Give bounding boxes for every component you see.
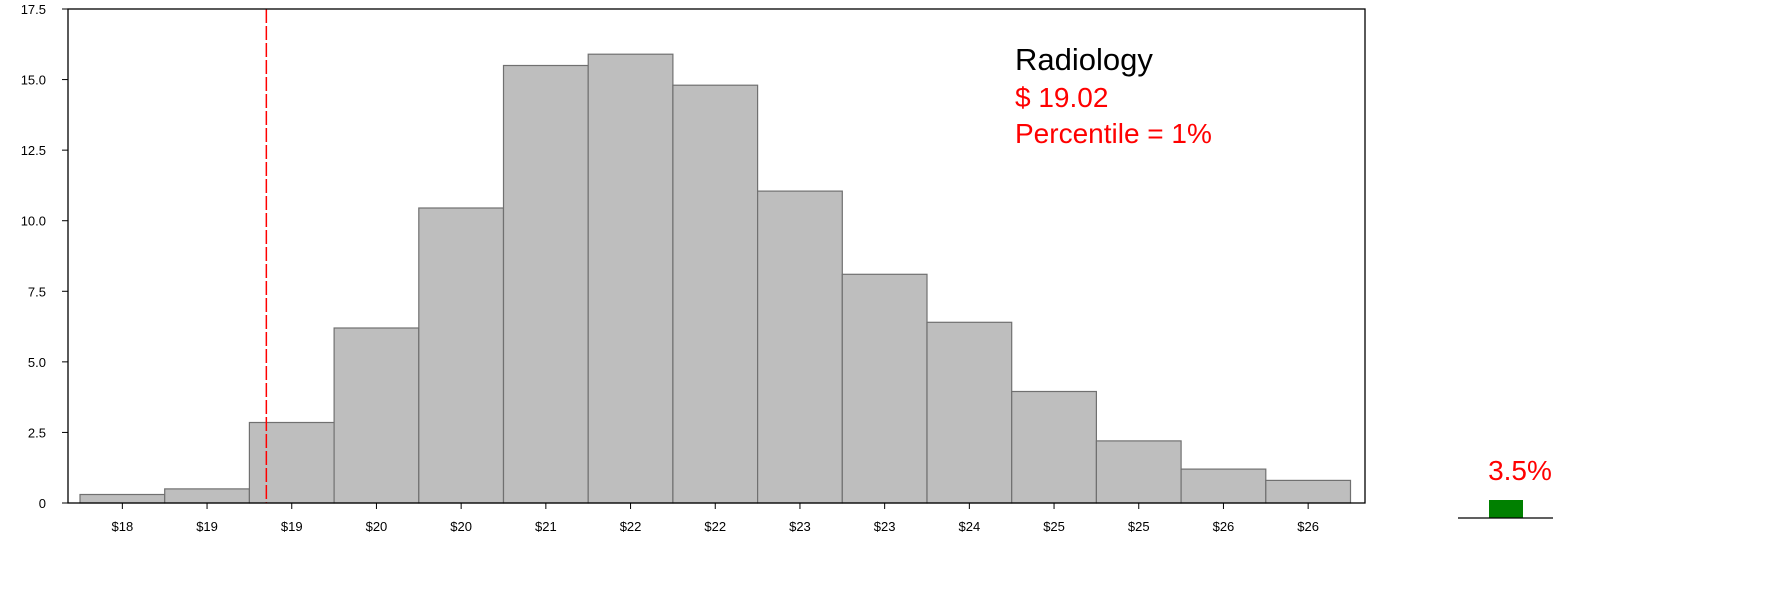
x-tick-label: $22 bbox=[704, 519, 726, 534]
x-tick-label: $19 bbox=[196, 519, 218, 534]
x-tick-label: $26 bbox=[1213, 519, 1235, 534]
y-tick-label: 17.5 bbox=[21, 2, 46, 17]
histogram-bar bbox=[418, 207, 505, 504]
histogram-bar bbox=[1180, 468, 1267, 504]
histogram-bar bbox=[164, 488, 250, 504]
histogram-bar bbox=[502, 64, 589, 504]
annotation-percentile: Percentile = 1% bbox=[1015, 118, 1212, 149]
histogram-bar bbox=[1265, 479, 1352, 504]
annotation-title: Radiology bbox=[1015, 42, 1153, 77]
side-indicator: 3.5% bbox=[1458, 455, 1553, 519]
histogram-bar bbox=[248, 421, 335, 504]
y-tick-label: 2.5 bbox=[28, 425, 46, 440]
histogram-bar bbox=[756, 190, 843, 504]
y-tick-label: 5.0 bbox=[28, 355, 46, 370]
histogram-bar bbox=[333, 327, 420, 504]
x-tick-label: $24 bbox=[958, 519, 980, 534]
y-tick-label: 15.0 bbox=[21, 73, 46, 88]
y-tick-label: 12.5 bbox=[21, 143, 46, 158]
histogram-bar bbox=[587, 53, 674, 504]
x-tick-label: $23 bbox=[874, 519, 896, 534]
x-tick-label: $21 bbox=[535, 519, 557, 534]
y-tick-label: 10.0 bbox=[21, 214, 46, 229]
histogram-bar bbox=[841, 273, 928, 504]
x-tick-label: $19 bbox=[281, 519, 303, 534]
y-tick-label: 0 bbox=[39, 496, 46, 511]
bars-group bbox=[79, 53, 1352, 504]
histogram-bar bbox=[1011, 390, 1098, 504]
histogram-bar bbox=[79, 493, 166, 504]
x-tick-label: $25 bbox=[1128, 519, 1150, 534]
x-tick-label: $25 bbox=[1043, 519, 1065, 534]
x-tick-label: $18 bbox=[111, 519, 133, 534]
x-tick-label: $20 bbox=[450, 519, 472, 534]
x-tick-label: $20 bbox=[366, 519, 388, 534]
x-tick-label: $23 bbox=[789, 519, 811, 534]
histogram-bar bbox=[1095, 440, 1182, 504]
annotation-value: $ 19.02 bbox=[1015, 82, 1108, 113]
histogram-bar bbox=[672, 84, 759, 504]
plot-frame bbox=[67, 8, 1366, 504]
side-indicator-bar bbox=[1489, 500, 1523, 518]
x-tick-label: $26 bbox=[1297, 519, 1319, 534]
x-axis: $18 $19 $19 $20 $20 $21 $22 $22 $23 $23 $24 $25 $25 $… bbox=[111, 503, 1319, 534]
side-indicator-label: 3.5% bbox=[1488, 455, 1552, 486]
x-tick-label: $22 bbox=[620, 519, 642, 534]
histogram-bar bbox=[926, 321, 1013, 504]
y-axis: 0 2.5 5.0 7.5 10.0 12.5 15.0 17.5 bbox=[21, 2, 68, 511]
y-tick-label: 7.5 bbox=[28, 284, 46, 299]
